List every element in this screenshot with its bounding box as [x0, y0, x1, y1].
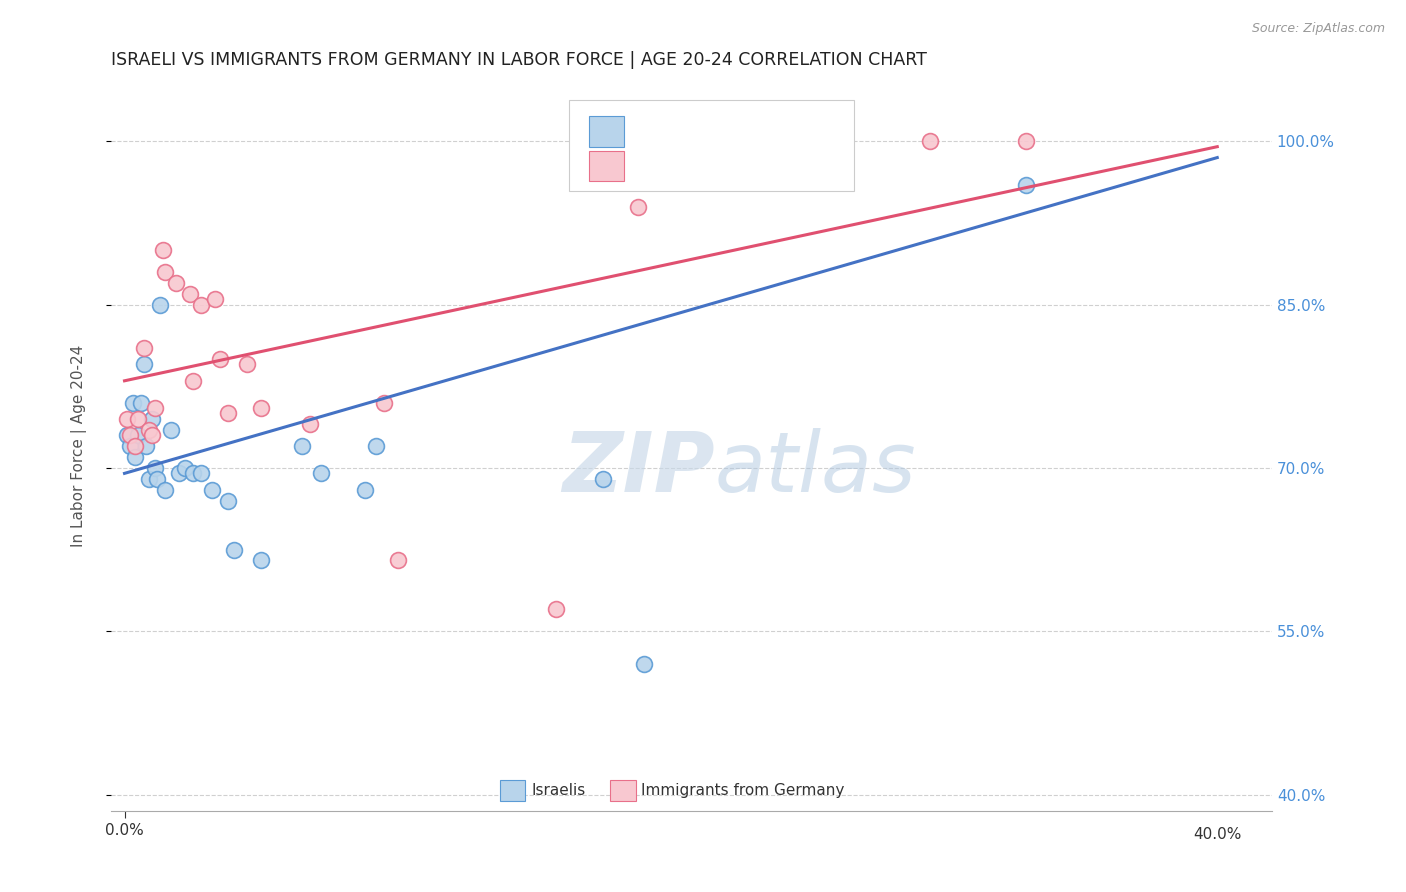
Point — [387, 553, 409, 567]
Point — [309, 467, 332, 481]
Point — [236, 358, 259, 372]
Text: ZIP: ZIP — [562, 427, 714, 508]
Point — [1015, 134, 1038, 148]
Point — [659, 134, 682, 148]
Point — [149, 297, 172, 311]
Point — [132, 358, 155, 372]
FancyBboxPatch shape — [569, 100, 853, 191]
Point — [546, 602, 568, 616]
Point — [155, 265, 177, 279]
Point — [118, 428, 141, 442]
Point — [354, 483, 377, 497]
Point — [124, 450, 146, 464]
Text: 40.0%: 40.0% — [1194, 827, 1241, 842]
Point — [217, 493, 239, 508]
Point — [209, 351, 232, 366]
FancyBboxPatch shape — [499, 780, 526, 801]
Point — [1015, 178, 1038, 192]
Point — [129, 395, 152, 409]
Point — [204, 292, 226, 306]
Point — [143, 401, 166, 415]
Point — [201, 483, 224, 497]
Text: R = 0.498: R = 0.498 — [633, 157, 724, 175]
FancyBboxPatch shape — [589, 151, 624, 181]
Point — [155, 483, 177, 497]
Y-axis label: In Labor Force | Age 20-24: In Labor Force | Age 20-24 — [72, 345, 87, 548]
Point — [124, 439, 146, 453]
Point — [299, 417, 322, 432]
Point — [138, 423, 160, 437]
Point — [190, 297, 212, 311]
Point — [141, 412, 163, 426]
Point — [250, 553, 273, 567]
Point — [118, 439, 141, 453]
Point — [115, 412, 138, 426]
Point — [173, 461, 195, 475]
Point — [373, 395, 395, 409]
Text: Israelis: Israelis — [531, 783, 585, 798]
Point — [135, 439, 157, 453]
Text: ISRAELI VS IMMIGRANTS FROM GERMANY IN LABOR FORCE | AGE 20-24 CORRELATION CHART: ISRAELI VS IMMIGRANTS FROM GERMANY IN LA… — [111, 51, 927, 69]
Text: N = 30: N = 30 — [744, 123, 811, 141]
Point — [181, 467, 204, 481]
Point — [217, 407, 239, 421]
Point — [138, 472, 160, 486]
Point — [141, 428, 163, 442]
FancyBboxPatch shape — [589, 116, 624, 147]
Point — [121, 395, 143, 409]
Point — [190, 467, 212, 481]
Point — [165, 276, 187, 290]
Point — [291, 439, 314, 453]
Point — [920, 134, 942, 148]
Point — [132, 341, 155, 355]
Point — [115, 428, 138, 442]
Point — [143, 461, 166, 475]
FancyBboxPatch shape — [610, 780, 636, 801]
Point — [160, 423, 183, 437]
Point — [167, 467, 190, 481]
Point — [179, 286, 201, 301]
Point — [633, 657, 655, 671]
Point — [250, 401, 273, 415]
Text: N = 27: N = 27 — [744, 157, 811, 175]
Point — [152, 243, 174, 257]
Point — [627, 200, 650, 214]
Point — [181, 374, 204, 388]
Point — [127, 412, 149, 426]
Text: Source: ZipAtlas.com: Source: ZipAtlas.com — [1251, 22, 1385, 36]
Point — [592, 472, 614, 486]
Point — [127, 428, 149, 442]
Text: Immigrants from Germany: Immigrants from Germany — [641, 783, 845, 798]
Text: atlas: atlas — [714, 427, 917, 508]
Point — [364, 439, 387, 453]
Point — [222, 542, 245, 557]
Point — [146, 472, 169, 486]
Text: R = 0.476: R = 0.476 — [633, 123, 724, 141]
